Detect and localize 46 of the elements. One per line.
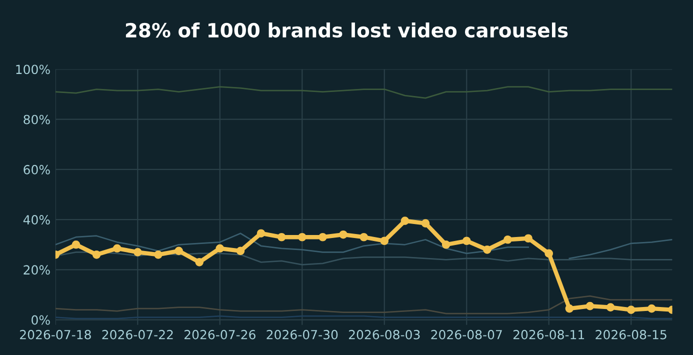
- point: [318, 232, 327, 242]
- point: [216, 244, 224, 253]
- point: [483, 245, 492, 254]
- point: [421, 219, 430, 228]
- point: [606, 303, 615, 312]
- x-tick-label: 2026-08-15: [596, 330, 666, 340]
- point: [400, 216, 410, 225]
- y-tick-label: 80%: [24, 114, 50, 124]
- point: [339, 230, 348, 239]
- point: [360, 232, 368, 242]
- x-tick-label: 2026-08-03: [348, 330, 420, 340]
- y-tick-label: 0%: [32, 315, 50, 325]
- y-tick-label: 40%: [23, 215, 50, 225]
- line-series: [55, 295, 672, 314]
- x-tick-label: 2026-08-07: [431, 330, 502, 340]
- point: [586, 302, 594, 310]
- x-tick-label: 2026-08-11: [513, 330, 584, 340]
- point: [134, 248, 142, 256]
- y-tick-label: 20%: [24, 265, 50, 275]
- x-tick-label: 2026-07-22: [102, 330, 173, 340]
- point: [112, 244, 122, 253]
- point: [626, 306, 636, 314]
- x-tick-label: 2026-07-18: [20, 330, 91, 340]
- point: [462, 236, 471, 246]
- point: [524, 234, 532, 243]
- point: [174, 246, 183, 256]
- x-tick-label: 2026-07-26: [184, 330, 256, 340]
- point: [380, 236, 389, 246]
- y-tick-label: 60%: [24, 164, 50, 174]
- point: [565, 304, 574, 313]
- point: [72, 240, 80, 249]
- point: [442, 240, 450, 249]
- point: [195, 258, 204, 266]
- point: [544, 249, 554, 258]
- point: [256, 229, 266, 238]
- point: [647, 304, 656, 313]
- point: [154, 250, 162, 259]
- point: [504, 235, 512, 244]
- point: [92, 250, 101, 259]
- y-tick-label: 100%: [16, 64, 50, 74]
- x-tick-label: 2026-07-30: [266, 330, 338, 340]
- point: [236, 246, 245, 256]
- point: [277, 232, 286, 242]
- chart-title: 28% of 1000 brands lost video carousels: [126, 22, 568, 38]
- line-series: [55, 86, 672, 99]
- point: [298, 232, 306, 242]
